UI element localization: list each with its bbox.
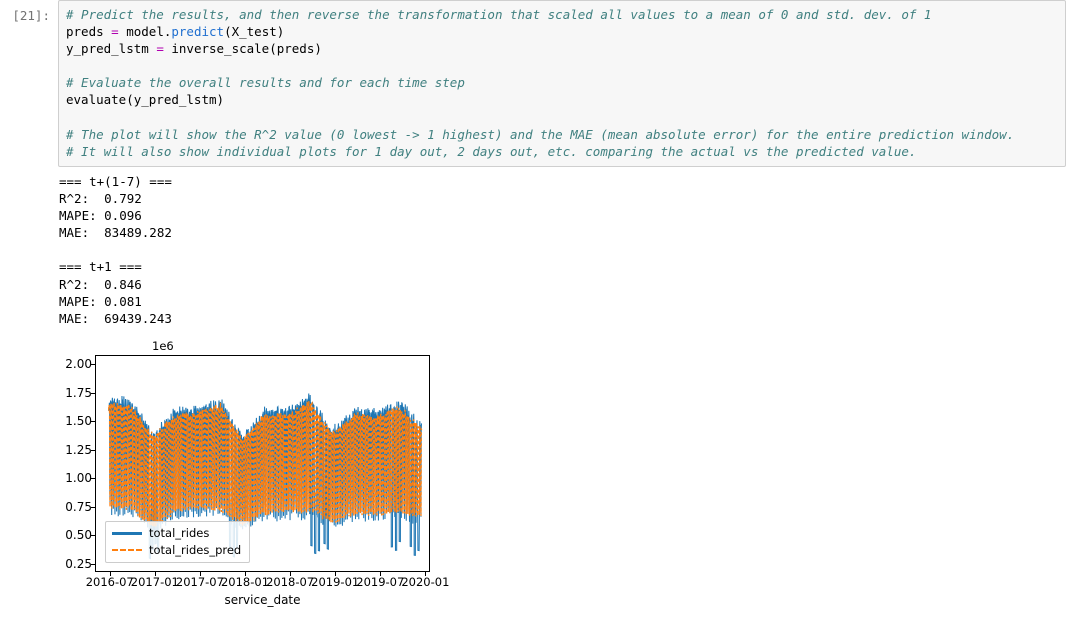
legend-item-total-rides: total_rides [112, 526, 241, 541]
output-stdout-row: === t+(1-7) === R^2: 0.792 MAPE: 0.096 M… [0, 167, 1066, 327]
matplotlib-figure: 1e6 0.25 0.50 0.75 1.00 1.25 1.50 1.75 2.00 201… [59, 336, 529, 617]
y-tick-label: 1.00 [65, 471, 92, 486]
y-tick-mark [91, 421, 95, 423]
y-tick-mark [91, 506, 95, 508]
legend-label-total-rides: total_rides [149, 526, 210, 541]
y-tick-mark [91, 392, 95, 394]
y-axis-offset-text: 1e6 [152, 338, 174, 353]
legend-item-total-rides-pred: total_rides_pred [112, 543, 242, 558]
y-tick-mark [91, 449, 95, 451]
x-tick-label: 2017-01 [130, 574, 179, 589]
output-area: === t+(1-7) === R^2: 0.792 MAPE: 0.096 M… [58, 167, 1066, 327]
next-figure-partial [93, 613, 96, 622]
x-tick-label: 2018-07 [266, 574, 315, 589]
x-tick-mark [380, 571, 382, 576]
x-tick-mark [199, 571, 201, 576]
x-tick-label: 2019-01 [311, 574, 360, 589]
legend-label-total-rides-pred: total_rides_pred [149, 543, 242, 558]
series-total-rides-pred [107, 400, 423, 527]
output-prompt-spacer [0, 167, 58, 191]
y-tick-label: 1.75 [65, 385, 92, 400]
x-tick-label: 2016-07 [85, 574, 134, 589]
stdout-text: === t+(1-7) === R^2: 0.792 MAPE: 0.096 M… [59, 174, 172, 326]
plot-axes: total_rides total_rides_pred [95, 354, 430, 572]
x-tick-label: 2019-07 [356, 574, 405, 589]
x-tick-mark [290, 571, 292, 576]
y-tick-mark [91, 478, 95, 480]
x-tick-label: 2020-01 [401, 574, 450, 589]
x-tick-mark [154, 571, 156, 576]
chart-legend: total_rides total_rides_pred [105, 520, 251, 563]
cell-prompt-label: [21]: [12, 8, 50, 23]
x-tick-label: 2018-01 [220, 574, 270, 589]
y-tick-label: 0.25 [65, 556, 92, 571]
y-tick-label: 2.00 [65, 356, 92, 371]
x-tick-label: 2017-07 [175, 574, 224, 589]
code-editor[interactable]: # Predict the results, and then reverse … [58, 0, 1066, 167]
y-tick-mark [91, 563, 95, 565]
x-tick-mark [109, 571, 111, 576]
y-tick-label: 0.75 [65, 499, 92, 514]
y-tick-label: 1.50 [65, 414, 92, 429]
code-source[interactable]: # Predict the results, and then reverse … [66, 7, 1015, 159]
x-tick-mark [335, 571, 337, 576]
y-tick-mark [91, 535, 95, 537]
series-canvas [107, 393, 423, 560]
code-cell[interactable]: [21]: # Predict the results, and then re… [0, 0, 1066, 167]
y-tick-mark [91, 363, 95, 365]
x-tick-mark [425, 571, 427, 576]
x-axis-title: service_date [224, 592, 301, 607]
y-tick-label: 0.50 [65, 528, 92, 543]
y-tick-label: 1.25 [65, 442, 92, 457]
x-tick-mark [245, 571, 246, 576]
figure-output: 1e6 0.25 0.50 0.75 1.00 1.25 1.50 1.75 2.00 201… [59, 336, 529, 617]
